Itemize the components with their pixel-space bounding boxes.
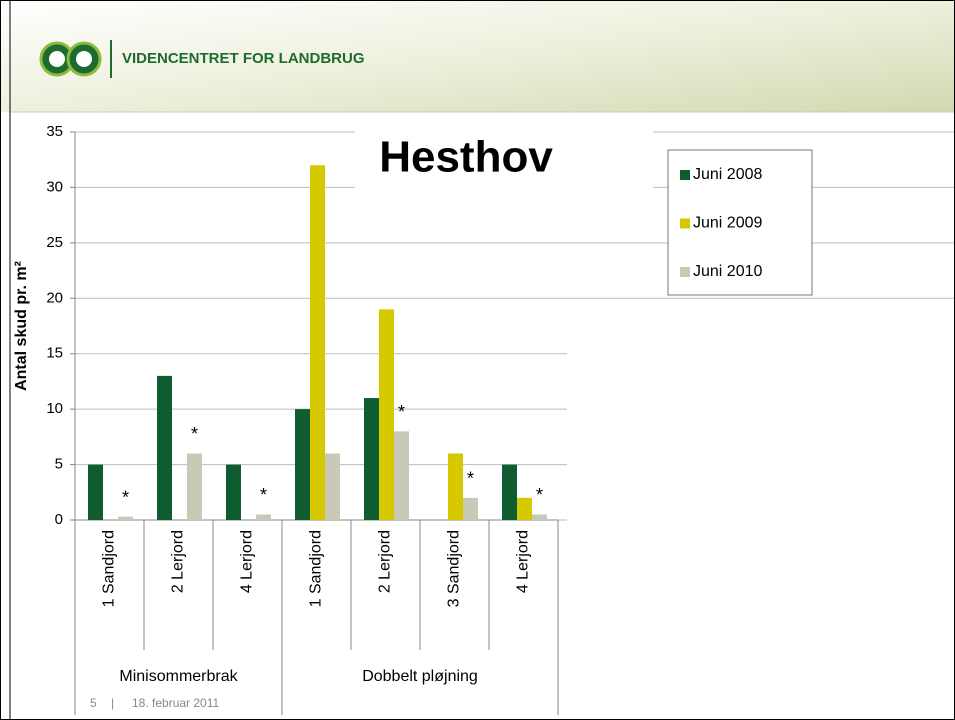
legend-label: Juni 2009 xyxy=(693,215,762,232)
bar xyxy=(532,514,547,520)
x-tick-label: 4 Lerjord xyxy=(239,530,256,593)
footer-date: 18. februar 2011 xyxy=(132,696,220,710)
legend-swatch xyxy=(680,267,690,277)
x-tick-label: 3 Sandjord xyxy=(446,530,463,607)
brand: VIDENCENTRET FOR LANDBRUG xyxy=(122,50,365,67)
marker: * xyxy=(122,487,129,507)
bar xyxy=(463,497,478,520)
bar xyxy=(295,409,310,520)
bar xyxy=(379,309,394,520)
marker: * xyxy=(536,485,543,505)
bar xyxy=(502,464,517,520)
marker: * xyxy=(467,469,474,489)
bar xyxy=(88,464,103,520)
bar xyxy=(256,514,271,520)
legend-label: Juni 2010 xyxy=(693,263,762,280)
x-tick-label: 1 Sandjord xyxy=(308,530,325,607)
logo xyxy=(39,40,112,78)
x-tick-label: 2 Lerjord xyxy=(377,530,394,593)
marker: * xyxy=(260,485,267,505)
bar xyxy=(325,453,340,520)
y-tick-label: 25 xyxy=(46,234,63,251)
y-tick-label: 10 xyxy=(46,400,63,417)
bar xyxy=(394,431,409,520)
bar xyxy=(187,453,202,520)
marker: * xyxy=(191,424,198,444)
group-label: Dobbelt pløjning xyxy=(362,668,478,685)
y-tick-label: 35 xyxy=(46,123,63,140)
bar xyxy=(226,464,241,520)
group-label: Minisommerbrak xyxy=(119,668,238,685)
bar xyxy=(118,516,133,520)
bar xyxy=(517,497,532,520)
bar xyxy=(448,453,463,520)
legend-swatch xyxy=(680,170,690,180)
bar xyxy=(310,165,325,520)
page-number: 5 xyxy=(90,696,97,710)
chart-title: Hesthov xyxy=(379,133,553,182)
header-band xyxy=(0,0,955,112)
bar xyxy=(364,398,379,520)
footer-separator: | xyxy=(111,696,114,710)
legend-box xyxy=(667,149,813,296)
bar xyxy=(157,375,172,520)
y-tick-label: 0 xyxy=(55,511,63,528)
x-tick-label: 2 Lerjord xyxy=(170,530,187,593)
legend-label: Juni 2008 xyxy=(693,166,762,183)
chart: 0 5 10 15 20 25 30 35 1 Sandjord * 2 Lerjord * 4 Ler… xyxy=(13,123,955,719)
marker: * xyxy=(398,402,405,422)
title-backdrop xyxy=(355,124,653,200)
x-tick-label: 4 Lerjord xyxy=(515,530,532,593)
legend: Juni 2008 Juni 2009 Juni 2010 xyxy=(667,149,813,296)
legend-swatch xyxy=(680,218,690,229)
y-tick-label: 15 xyxy=(46,345,63,362)
x-tick-label: 1 Sandjord xyxy=(101,530,118,607)
y-tick-label: 30 xyxy=(46,178,63,195)
y-axis-label: Antal skud pr. m² xyxy=(13,261,30,391)
y-tick-label: 20 xyxy=(46,289,63,306)
mask xyxy=(567,300,954,719)
y-tick-label: 5 xyxy=(55,456,63,473)
